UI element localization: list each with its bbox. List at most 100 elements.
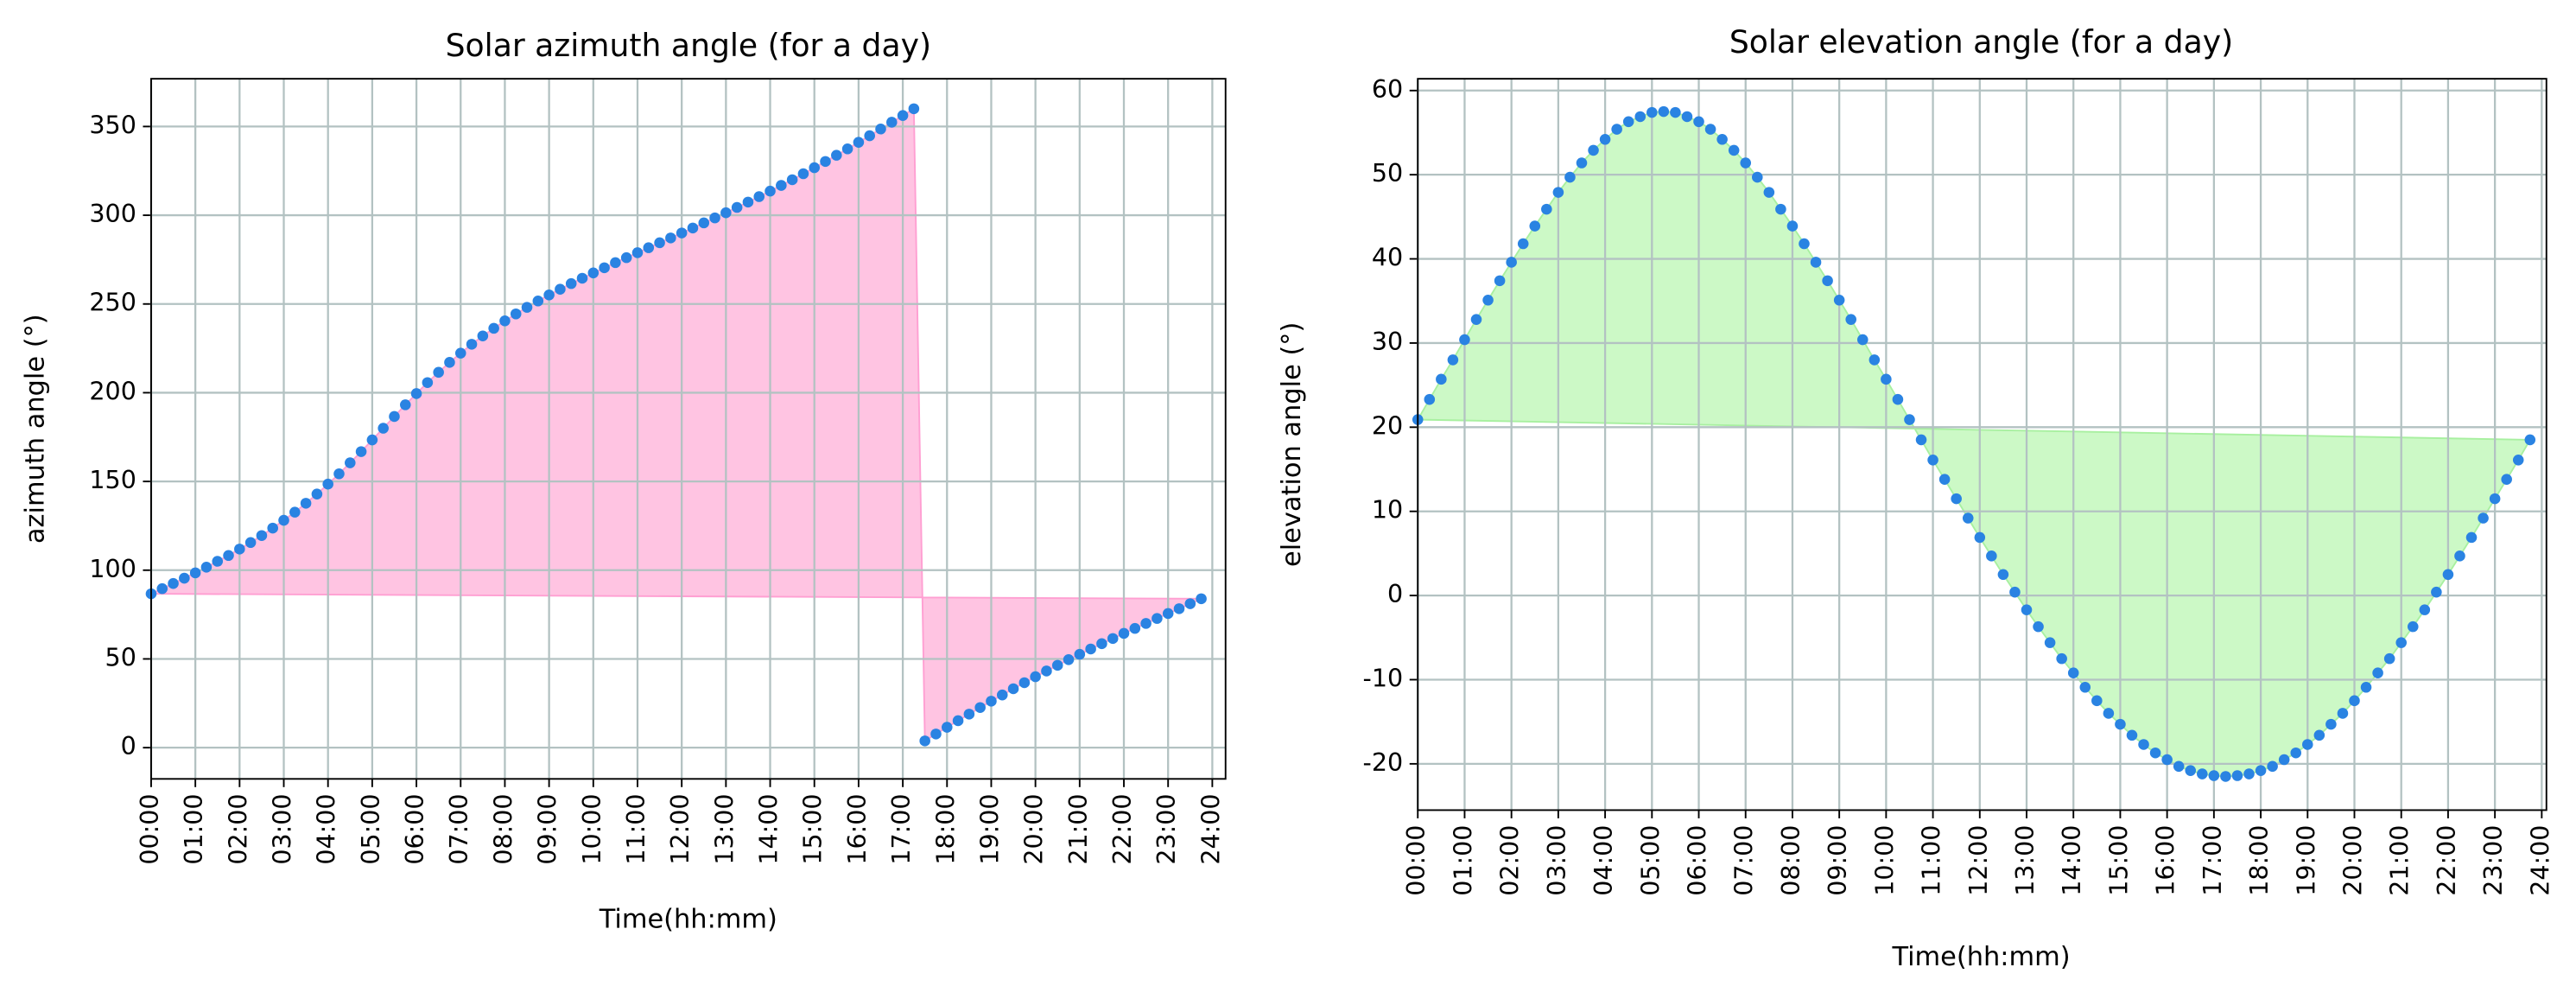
data-point [2419, 604, 2431, 615]
x-tick-label: 12:00 [1964, 825, 1993, 896]
chart-title: Solar azimuth angle (for a day) [446, 27, 931, 64]
data-point [311, 488, 323, 500]
data-point [333, 468, 345, 480]
x-tick-label: 02:00 [1496, 825, 1525, 896]
chart-title: Solar elevation angle (for a day) [1729, 23, 2233, 60]
data-point [2478, 512, 2489, 524]
data-point [886, 117, 898, 128]
plot-frame [150, 78, 1227, 780]
data-point [1588, 144, 1599, 156]
data-point [820, 156, 831, 168]
data-point [2489, 493, 2501, 505]
data-point [200, 562, 213, 573]
data-point [565, 277, 577, 290]
y-tick-label: 0 [1387, 580, 1403, 608]
data-point [599, 262, 610, 274]
data-point [2044, 637, 2056, 648]
data-point [875, 123, 886, 135]
data-point [2267, 760, 2278, 773]
x-tick-label: 01:00 [1449, 825, 1477, 896]
x-tick-label: 15:00 [2104, 825, 2133, 896]
data-point [2103, 708, 2115, 719]
x-tick-label: 11:00 [1918, 825, 1946, 896]
x-tick-label: 17:00 [887, 793, 916, 864]
x-tick-label: 18:00 [2245, 825, 2274, 896]
x-tick-label: 20:00 [2338, 825, 2367, 896]
data-point [1869, 354, 1881, 366]
data-point [930, 729, 942, 740]
x-tick-label: 21:00 [1064, 793, 1093, 864]
data-point [2454, 550, 2465, 562]
data-point [1459, 334, 1470, 346]
data-point [1447, 354, 1459, 366]
data-point [831, 150, 842, 161]
data-point [2501, 474, 2512, 485]
x-tick-label: 21:00 [2386, 825, 2414, 896]
y-tick-label: 200 [89, 377, 136, 405]
data-point [1018, 677, 1031, 689]
x-tick-label: 17:00 [2198, 825, 2227, 896]
data-point [488, 322, 499, 334]
x-tick-label: 02:00 [224, 793, 252, 864]
data-point [2512, 455, 2524, 466]
x-tick-label: 15:00 [799, 793, 828, 864]
y-tick-label: 50 [1372, 159, 1403, 188]
data-point [1576, 157, 1588, 169]
data-point [1424, 393, 1436, 405]
data-point [1552, 187, 1564, 198]
area-fill [1416, 111, 2532, 778]
data-point [1517, 238, 1529, 250]
x-tick-label: 24:00 [1196, 793, 1225, 864]
data-point [952, 715, 964, 727]
x-tick-label: 16:00 [843, 793, 872, 864]
data-point [2033, 620, 2044, 633]
data-point [1118, 627, 1130, 639]
data-point [2407, 620, 2419, 633]
x-tick-label: 11:00 [622, 793, 650, 864]
x-tick-label: 13:00 [710, 793, 739, 864]
data-point [1162, 608, 1174, 620]
x-tick-label: 16:00 [2152, 825, 2180, 896]
data-point [322, 478, 333, 490]
data-point [786, 174, 798, 186]
data-point [300, 498, 312, 509]
data-point [2115, 718, 2126, 730]
data-point [709, 212, 720, 224]
data-point [2220, 771, 2231, 782]
data-point [1962, 512, 1974, 524]
data-point [1904, 414, 1915, 425]
data-point [974, 702, 986, 714]
data-point [1030, 671, 1041, 683]
data-point [1997, 569, 2009, 581]
x-tick-label: 22:00 [2433, 825, 2461, 896]
y-tick-label: 0 [121, 732, 136, 760]
data-point [555, 283, 566, 295]
data-point [234, 544, 245, 555]
x-tick-label: 10:00 [1870, 825, 1899, 896]
data-point [2231, 770, 2243, 781]
data-point [1564, 171, 1576, 183]
data-point [223, 550, 234, 562]
data-point [963, 709, 975, 720]
x-tick-label: 04:00 [313, 793, 341, 864]
data-point [444, 357, 455, 368]
data-point [753, 191, 765, 202]
data-point [2173, 760, 2185, 773]
data-point [168, 577, 179, 589]
data-point [676, 227, 688, 239]
data-point [1436, 373, 1447, 385]
data-point [1681, 111, 1693, 123]
data-point [620, 251, 632, 264]
data-point [2255, 765, 2267, 776]
data-point [521, 302, 533, 313]
data-point [919, 735, 930, 747]
data-point [1799, 238, 1810, 250]
x-axis-label: Time(hh:mm) [599, 904, 777, 934]
data-point [2349, 695, 2360, 707]
data-point [1810, 257, 1822, 268]
data-point [1041, 665, 1052, 677]
data-point [2021, 604, 2033, 615]
data-point [179, 572, 190, 584]
data-point [1938, 474, 1951, 485]
x-tick-label: 06:00 [401, 793, 429, 864]
